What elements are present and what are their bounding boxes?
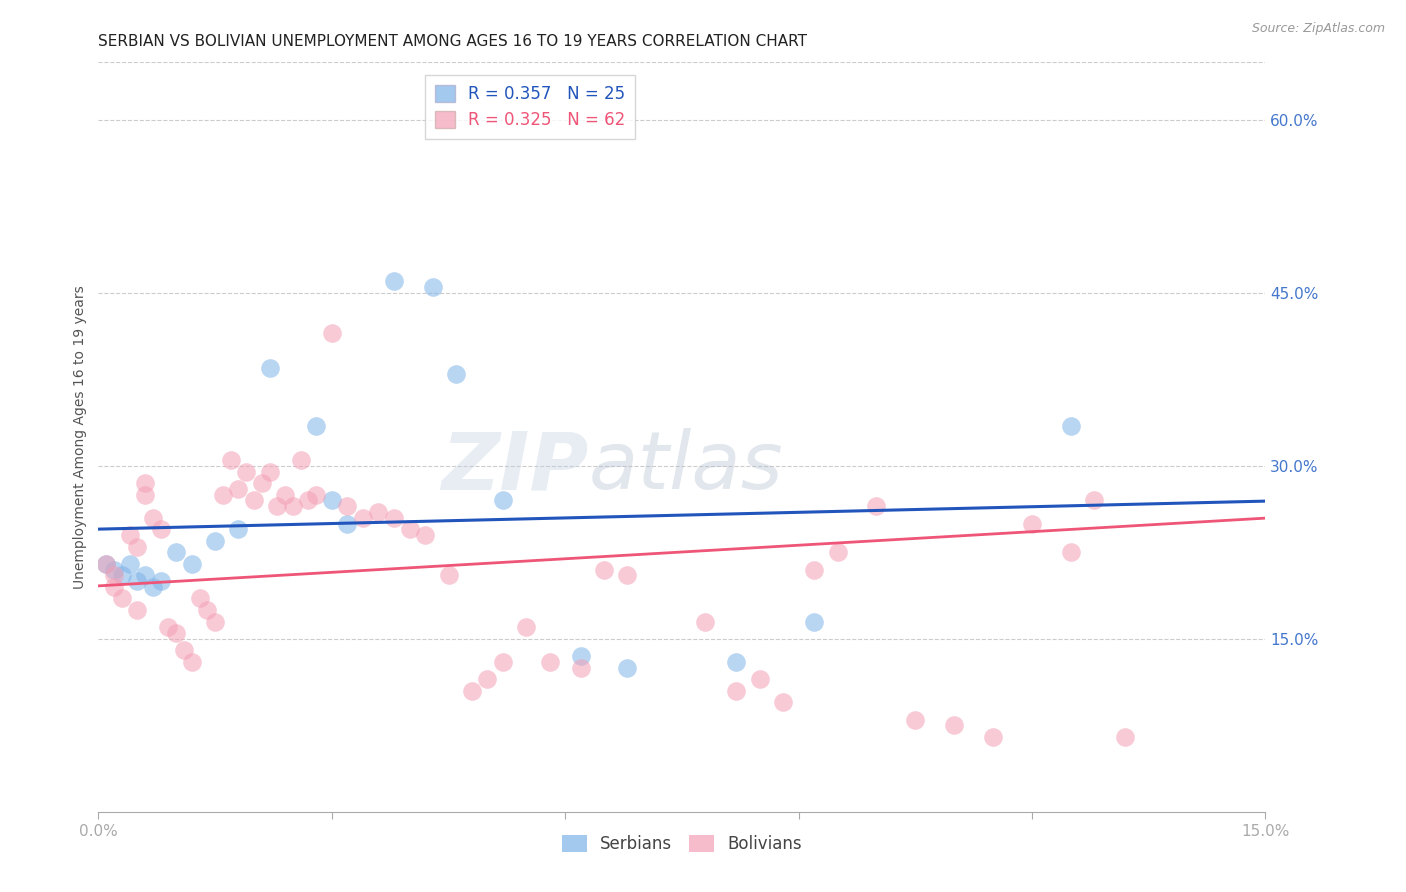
Text: Source: ZipAtlas.com: Source: ZipAtlas.com	[1251, 22, 1385, 36]
Point	[118, 557, 141, 571]
Text: atlas: atlas	[589, 428, 783, 506]
Point	[1060, 418, 1083, 433]
Point	[266, 500, 288, 514]
Point	[538, 655, 561, 669]
Point	[134, 568, 156, 582]
Point	[305, 418, 328, 433]
Point	[336, 500, 359, 514]
Point	[827, 545, 849, 559]
Point	[593, 563, 616, 577]
Text: SERBIAN VS BOLIVIAN UNEMPLOYMENT AMONG AGES 16 TO 19 YEARS CORRELATION CHART: SERBIAN VS BOLIVIAN UNEMPLOYMENT AMONG A…	[98, 34, 807, 49]
Point	[492, 655, 515, 669]
Point	[173, 643, 195, 657]
Point	[96, 557, 118, 571]
Point	[274, 488, 297, 502]
Point	[290, 453, 312, 467]
Point	[477, 672, 499, 686]
Point	[725, 683, 748, 698]
Point	[352, 510, 374, 524]
Point	[437, 568, 460, 582]
Point	[904, 713, 927, 727]
Point	[336, 516, 359, 531]
Point	[103, 580, 125, 594]
Point	[695, 615, 717, 629]
Point	[243, 493, 266, 508]
Point	[188, 591, 211, 606]
Point	[803, 563, 825, 577]
Point	[127, 574, 149, 589]
Point	[111, 591, 134, 606]
Point	[228, 482, 250, 496]
Point	[195, 603, 218, 617]
Point	[422, 280, 444, 294]
Point	[321, 326, 343, 341]
Point	[149, 574, 172, 589]
Point	[103, 568, 125, 582]
Point	[515, 620, 537, 634]
Point	[305, 488, 328, 502]
Point	[1114, 730, 1136, 744]
Point	[118, 528, 141, 542]
Point	[250, 476, 273, 491]
Point	[1083, 493, 1105, 508]
Point	[96, 557, 118, 571]
Point	[382, 275, 405, 289]
Point	[259, 465, 281, 479]
Point	[865, 500, 887, 514]
Point	[803, 615, 825, 629]
Point	[772, 695, 794, 709]
Point	[134, 476, 156, 491]
Point	[413, 528, 436, 542]
Point	[281, 500, 304, 514]
Point	[569, 660, 592, 674]
Point	[127, 540, 149, 554]
Point	[142, 580, 165, 594]
Point	[461, 683, 484, 698]
Point	[367, 505, 389, 519]
Point	[616, 568, 638, 582]
Point	[297, 493, 319, 508]
Point	[180, 557, 202, 571]
Text: ZIP: ZIP	[441, 428, 589, 506]
Point	[204, 615, 226, 629]
Point	[127, 603, 149, 617]
Point	[943, 718, 966, 732]
Point	[134, 488, 156, 502]
Point	[321, 493, 343, 508]
Point	[398, 522, 420, 536]
Point	[569, 649, 592, 664]
Point	[103, 563, 125, 577]
Point	[165, 626, 187, 640]
Point	[616, 660, 638, 674]
Point	[235, 465, 257, 479]
Point	[212, 488, 235, 502]
Point	[142, 510, 165, 524]
Point	[981, 730, 1004, 744]
Point	[259, 360, 281, 375]
Legend: Serbians, Bolivians: Serbians, Bolivians	[555, 828, 808, 860]
Point	[748, 672, 770, 686]
Point	[219, 453, 242, 467]
Y-axis label: Unemployment Among Ages 16 to 19 years: Unemployment Among Ages 16 to 19 years	[73, 285, 87, 589]
Point	[111, 568, 134, 582]
Point	[1060, 545, 1083, 559]
Point	[165, 545, 187, 559]
Point	[382, 510, 405, 524]
Point	[1021, 516, 1043, 531]
Point	[157, 620, 180, 634]
Point	[446, 367, 468, 381]
Point	[204, 533, 226, 548]
Point	[725, 655, 748, 669]
Point	[228, 522, 250, 536]
Point	[149, 522, 172, 536]
Point	[180, 655, 202, 669]
Point	[492, 493, 515, 508]
